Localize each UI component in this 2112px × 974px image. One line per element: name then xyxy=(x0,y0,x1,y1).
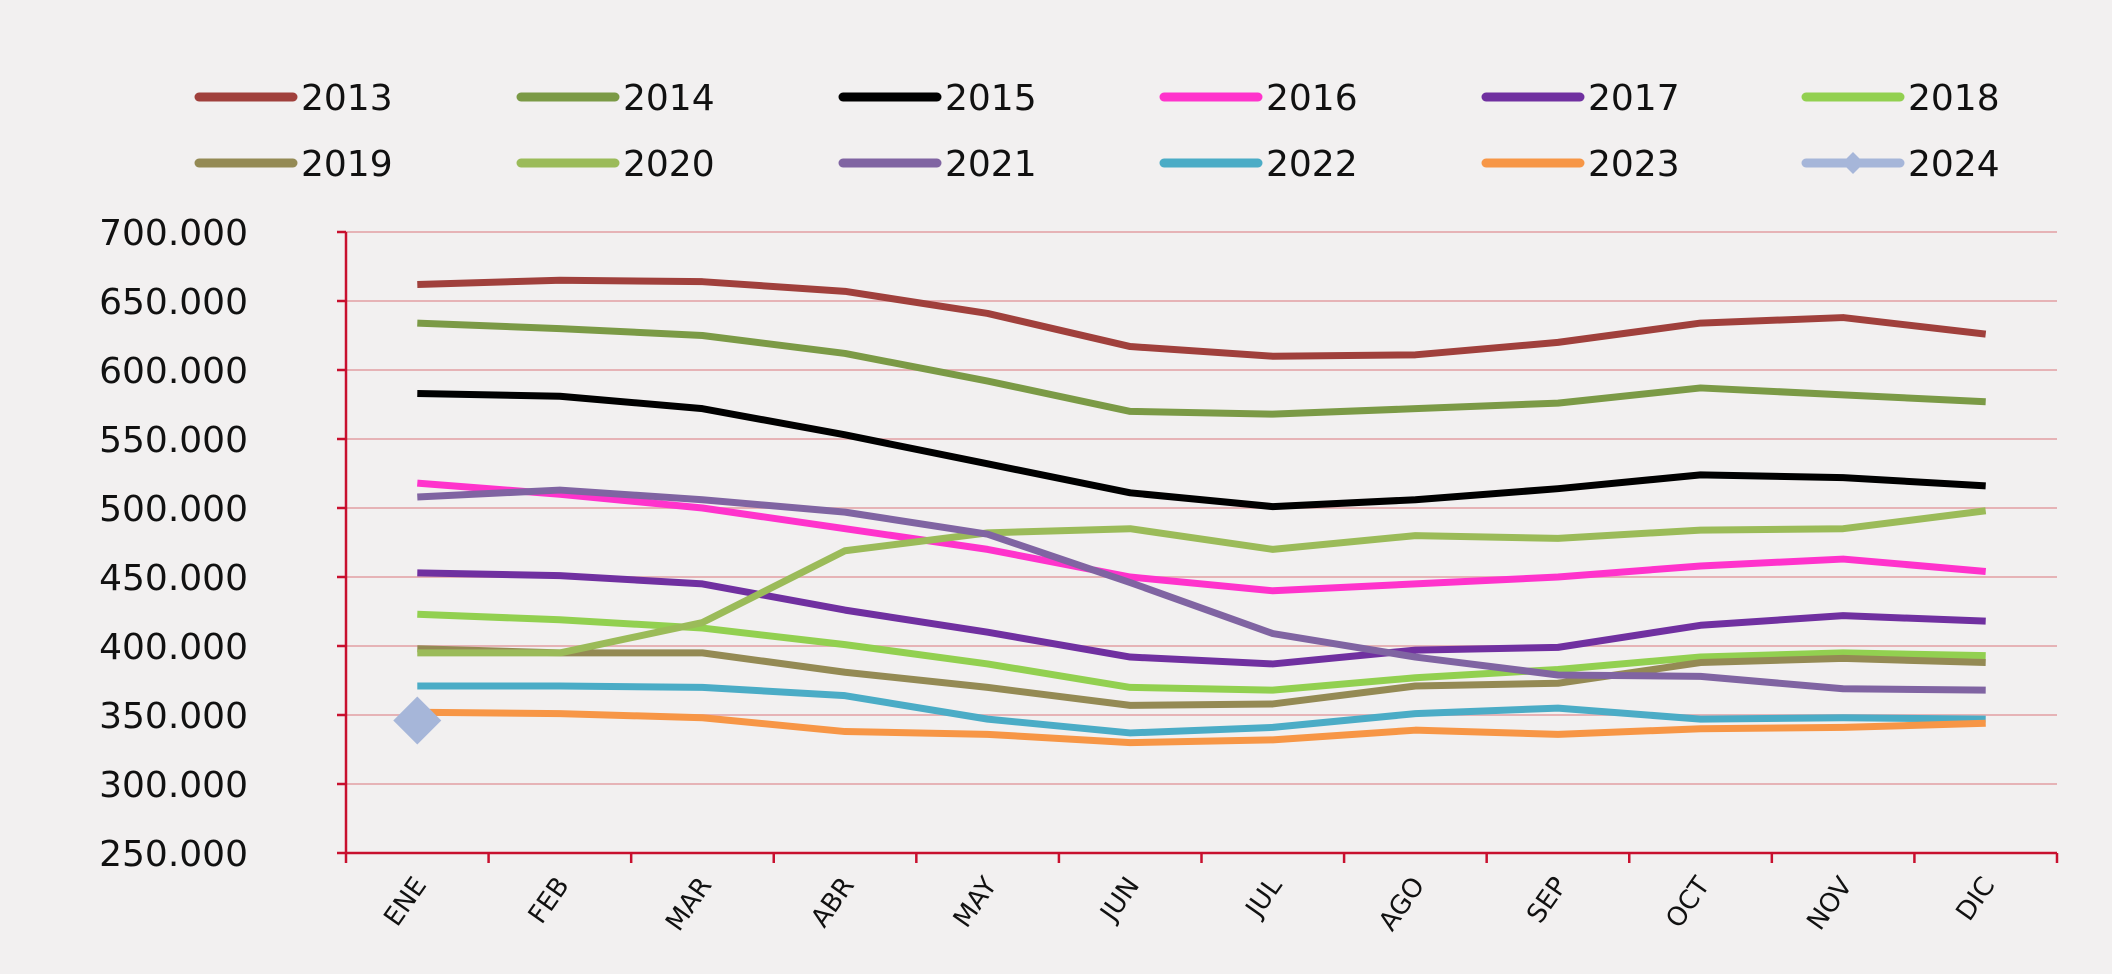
series-marker xyxy=(393,696,442,745)
legend-label: 2022 xyxy=(1266,144,1358,185)
legend-label: 2019 xyxy=(301,144,393,185)
series-line xyxy=(417,682,1986,737)
legend-marker xyxy=(1842,152,1864,174)
y-tick-label: 600.000 xyxy=(99,351,248,392)
legend-label: 2017 xyxy=(1588,78,1680,119)
series-line xyxy=(417,708,1986,747)
y-tick-label: 450.000 xyxy=(99,558,248,599)
legend-label: 2018 xyxy=(1908,78,2000,119)
legend-label: 2024 xyxy=(1908,144,2000,185)
y-tick-label: 250.000 xyxy=(99,834,248,875)
y-tick-label: 550.000 xyxy=(99,420,248,461)
legend-label: 2016 xyxy=(1266,78,1358,119)
series-line xyxy=(417,486,1986,694)
series-line xyxy=(417,389,1986,511)
y-tick-label: 500.000 xyxy=(99,489,248,530)
y-tick-label: 700.000 xyxy=(99,213,248,254)
legend-label: 2013 xyxy=(301,78,393,119)
legend-label: 2015 xyxy=(945,78,1037,119)
legend-label: 2014 xyxy=(623,78,715,119)
y-tick-label: 350.000 xyxy=(99,696,248,737)
y-tick-label: 650.000 xyxy=(99,282,248,323)
legend-label: 2021 xyxy=(945,144,1037,185)
series-line xyxy=(417,507,1987,657)
legend-label: 2023 xyxy=(1588,144,1680,185)
series-line xyxy=(417,276,1987,360)
y-tick-label: 400.000 xyxy=(99,627,248,668)
legend-label: 2020 xyxy=(623,144,715,185)
y-tick-label: 300.000 xyxy=(99,765,248,806)
series-line xyxy=(417,479,1987,595)
series-line xyxy=(417,319,1986,418)
series-line xyxy=(417,569,1986,668)
series-line xyxy=(417,645,1986,709)
